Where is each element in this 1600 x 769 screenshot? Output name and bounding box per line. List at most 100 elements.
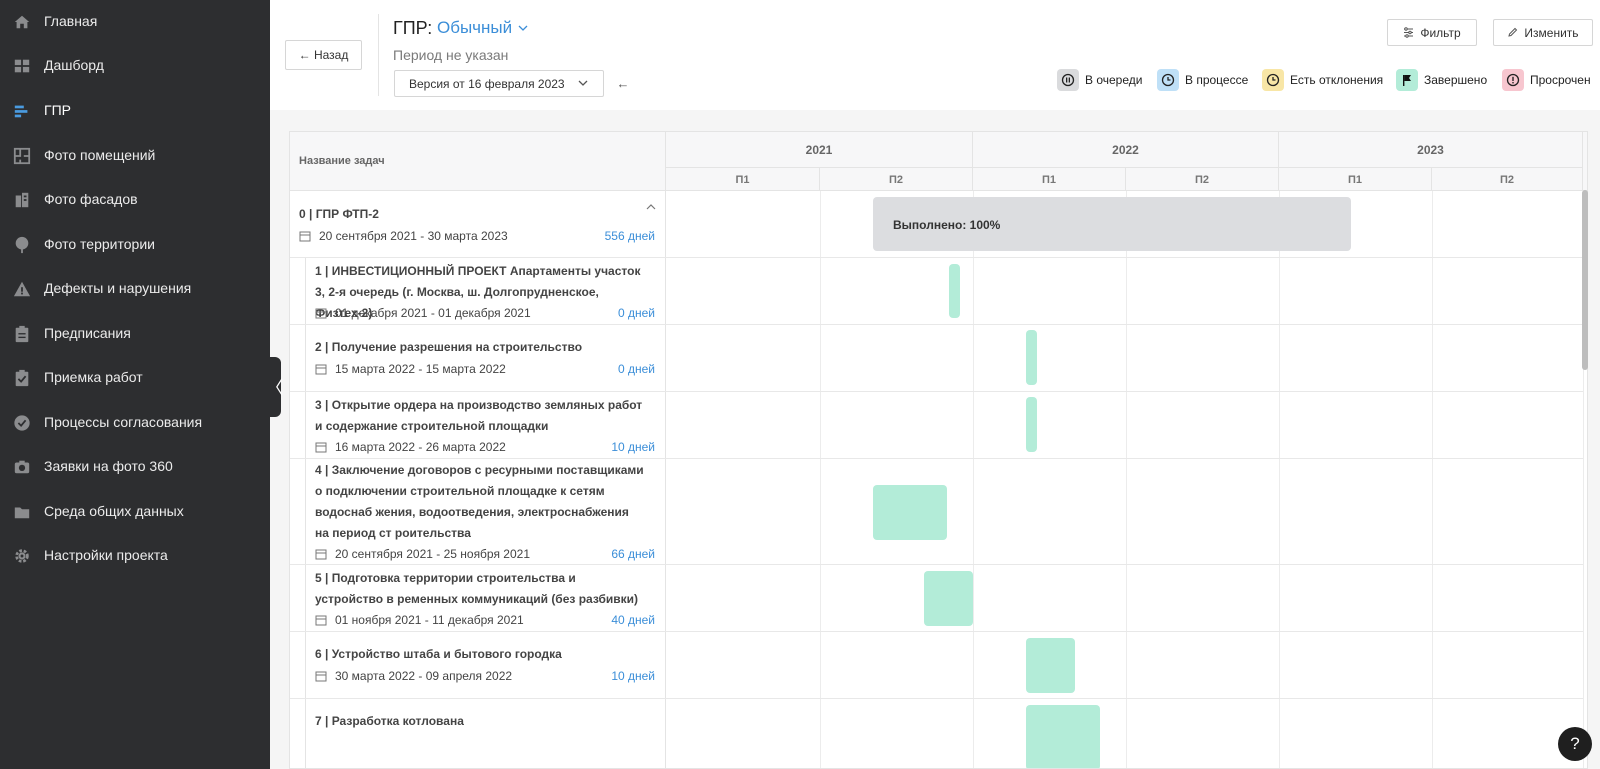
sidebar-item-label: Процессы согласования	[44, 414, 203, 430]
calendar-icon	[315, 615, 327, 626]
gantt-bar-summary[interactable]: Выполнено: 100%	[873, 197, 1351, 251]
sidebar-item-label: ГПР	[44, 102, 71, 118]
gantt-bar[interactable]	[1026, 397, 1037, 452]
task-dates: 01 ноября 2021 - 11 декабря 2021	[315, 613, 524, 627]
sidebar: Главная Дашборд ГПР Фото помещений Фото …	[0, 0, 270, 769]
gantt-bar[interactable]	[1026, 330, 1037, 385]
chevron-left-icon: 〈	[265, 378, 284, 398]
calendar-icon	[315, 364, 327, 375]
building-icon	[12, 190, 32, 210]
timeline-header: 2021 2022 2023 П1 П2 П1 П2 П1 П2	[666, 132, 1587, 191]
sidebar-item-territory-photos[interactable]: Фото территории	[0, 223, 270, 267]
task-cell: 5 | Подготовка территории строительства …	[305, 565, 666, 631]
filter-button[interactable]: Фильтр	[1387, 19, 1477, 46]
calendar-icon	[315, 671, 327, 682]
vertical-scrollbar[interactable]	[1582, 190, 1588, 370]
year-header: 2023	[1279, 132, 1583, 168]
task-dates: 16 марта 2022 - 26 марта 2022	[315, 440, 506, 454]
back-button[interactable]: ← Назад	[285, 40, 362, 70]
legend-label: Просрочен	[1530, 73, 1591, 87]
filter-icon	[1404, 27, 1414, 38]
gantt-bar[interactable]	[1026, 705, 1100, 768]
folder-icon	[12, 502, 32, 522]
sidebar-item-label: Фото территории	[44, 236, 155, 252]
task-cell: 6 | Устройство штаба и бытового городка …	[305, 632, 666, 698]
sidebar-item-defects[interactable]: Дефекты и нарушения	[0, 267, 270, 311]
gear-icon	[12, 546, 32, 566]
legend-overdue: Просрочен	[1502, 69, 1591, 91]
sidebar-item-home[interactable]: Главная	[0, 0, 270, 44]
clipboard-icon	[12, 324, 32, 344]
grid-line	[973, 191, 974, 768]
filter-label: Фильтр	[1420, 25, 1461, 40]
legend-in-progress: В процессе	[1157, 69, 1248, 91]
sidebar-item-label: Фото фасадов	[44, 191, 138, 207]
sidebar-item-facade-photos[interactable]: Фото фасадов	[0, 178, 270, 222]
period-text: Период не указан	[393, 47, 509, 63]
sidebar-item-approvals[interactable]: Процессы согласования	[0, 401, 270, 445]
task-cell: 2 | Получение разрешения на строительств…	[305, 325, 666, 391]
gantt-bar[interactable]	[949, 264, 960, 318]
grid-line	[1583, 191, 1584, 768]
table-row[interactable]: 3 | Открытие ордера на производство земл…	[290, 392, 1583, 459]
task-dates: 30 марта 2022 - 09 апреля 2022	[315, 669, 512, 683]
task-dates: 20 сентября 2021 - 25 ноября 2021	[315, 547, 530, 561]
help-button[interactable]: ?	[1558, 727, 1592, 761]
task-name: 3 | Открытие ордера на производство земл…	[315, 398, 643, 433]
chevron-down-icon	[518, 25, 528, 31]
chevron-up-icon[interactable]	[645, 201, 657, 213]
table-row[interactable]: 6 | Устройство штаба и бытового городка …	[290, 632, 1583, 699]
gpr-type-dropdown[interactable]: Обычный	[437, 18, 528, 38]
clock-icon	[1157, 69, 1179, 91]
task-name-header-label: Название задач	[299, 155, 385, 167]
sidebar-item-label: Главная	[44, 13, 98, 29]
task-name: 1 | ИНВЕСТИЦИОННЫЙ ПРОЕКТ Апартаменты уч…	[315, 264, 641, 320]
task-duration: 0 дней	[617, 306, 655, 320]
table-row[interactable]: 5 | Подготовка территории строительства …	[290, 565, 1583, 632]
half-year-header: П2	[820, 168, 973, 191]
legend-deviations: Есть отклонения	[1262, 69, 1383, 91]
task-duration: 66 дней	[611, 547, 655, 561]
tree-icon	[12, 235, 32, 255]
task-dates: 15 марта 2022 - 15 марта 2022	[315, 362, 506, 376]
grid-line	[1432, 191, 1433, 768]
gantt-bar[interactable]	[924, 571, 973, 626]
floorplan-icon	[12, 146, 32, 166]
sidebar-item-settings[interactable]: Настройки проекта	[0, 534, 270, 578]
gantt-bar[interactable]	[1026, 638, 1075, 693]
table-row[interactable]: 7 | Разработка котлована	[290, 699, 1583, 768]
year-header: 2022	[973, 132, 1279, 168]
sidebar-item-acceptance[interactable]: Приемка работ	[0, 356, 270, 400]
sidebar-item-room-photos[interactable]: Фото помещений	[0, 134, 270, 178]
warning-icon	[12, 279, 32, 299]
table-row[interactable]: 0 | ГПР ФТП-2 20 сентября 2021 - 30 март…	[290, 191, 1583, 258]
gantt-table: Название задач 2021 2022 2023 П1 П2 П1 П…	[289, 131, 1588, 769]
sidebar-item-dashboard[interactable]: Дашборд	[0, 44, 270, 88]
grid-line	[1279, 191, 1280, 768]
sidebar-item-label: Настройки проекта	[44, 547, 168, 563]
table-row[interactable]: 1 | ИНВЕСТИЦИОННЫЙ ПРОЕКТ Апартаменты уч…	[290, 258, 1583, 325]
table-row[interactable]: 4 | Заключение договоров с ресурными пос…	[290, 459, 1583, 565]
divider	[378, 14, 379, 96]
calendar-icon	[315, 308, 327, 319]
gantt-icon	[12, 101, 32, 121]
sidebar-item-gpr[interactable]: ГПР	[0, 89, 270, 133]
sidebar-item-prescriptions[interactable]: Предписания	[0, 312, 270, 356]
edit-button[interactable]: Изменить	[1493, 19, 1593, 46]
task-dates-text: 01 ноября 2021 - 11 декабря 2021	[335, 613, 524, 627]
calendar-icon	[315, 442, 327, 453]
legend-label: В очереди	[1085, 73, 1143, 87]
sidebar-item-photo360[interactable]: Заявки на фото 360	[0, 445, 270, 489]
gantt-bar[interactable]	[873, 485, 947, 540]
task-name: 2 | Получение разрешения на строительств…	[315, 340, 583, 354]
pause-icon	[1057, 69, 1079, 91]
sidebar-collapse-button[interactable]: 〈	[265, 357, 284, 417]
version-select[interactable]: Версия от 16 февраля 2023	[394, 70, 604, 97]
calendar-icon	[315, 549, 327, 560]
task-cell: 1 | ИНВЕСТИЦИОННЫЙ ПРОЕКТ Апартаменты уч…	[305, 258, 666, 324]
sidebar-item-common-data[interactable]: Среда общих данных	[0, 490, 270, 534]
camera-icon	[12, 457, 32, 477]
table-row[interactable]: 2 | Получение разрешения на строительств…	[290, 325, 1583, 392]
legend-done: Завершено	[1396, 69, 1487, 91]
previous-version-button[interactable]: ←	[616, 75, 630, 91]
